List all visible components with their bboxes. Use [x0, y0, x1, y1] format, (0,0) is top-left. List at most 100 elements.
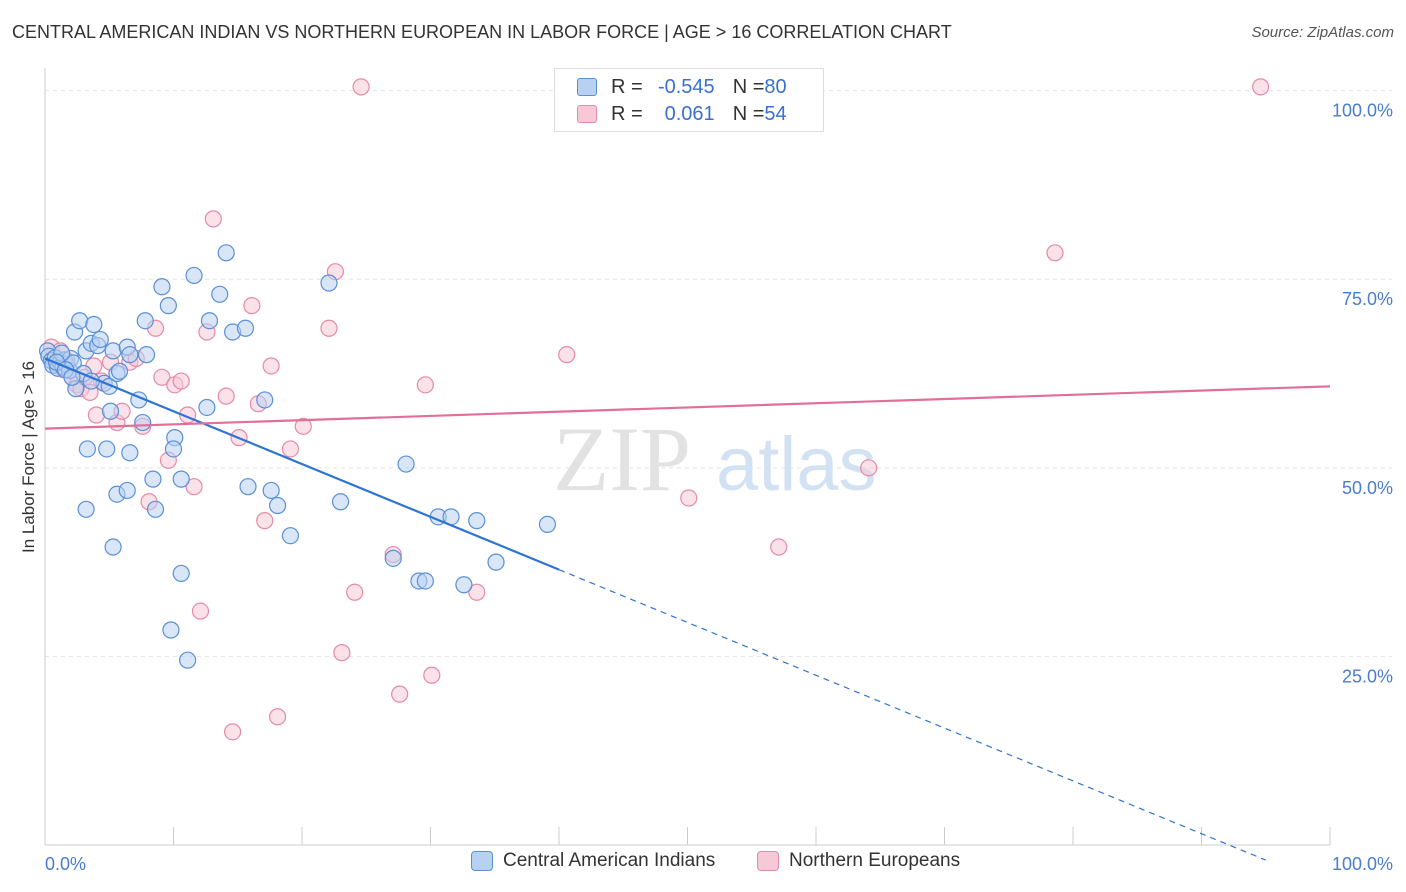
central-american-indian-point — [162, 621, 180, 639]
y-axis-label: In Labor Force | Age > 16 — [19, 361, 38, 553]
central-american-indian-point — [256, 391, 274, 409]
northern-european-point — [87, 406, 106, 424]
legend-n-value: 54 — [764, 102, 787, 125]
central-american-indian-point — [217, 244, 235, 262]
central-american-indian-point — [153, 278, 171, 296]
northern-european-point — [217, 387, 235, 405]
legend-r-value: 0.061 — [664, 102, 715, 125]
central-american-indian-point — [455, 576, 473, 594]
northern-european-point — [416, 376, 434, 394]
northern-european-point — [770, 538, 788, 556]
watermark-atlas: atlas — [716, 422, 877, 507]
correlation-legend: R = -0.545 N = 80 R = 0.061 N = 54 — [554, 68, 824, 132]
northern-european-point — [352, 78, 370, 96]
central-american-indian-point — [136, 312, 154, 330]
legend-swatch-blue — [577, 78, 597, 96]
northern-european-point — [256, 512, 274, 530]
northern-european-point — [680, 489, 698, 507]
legend-item-northern-europeans: Northern Europeans — [757, 850, 960, 872]
northern-european-point — [191, 602, 210, 620]
central-american-indian-point — [384, 549, 402, 567]
northern-european-point — [558, 346, 576, 364]
legend-item-label: Northern Europeans — [789, 850, 961, 871]
northern-european-point — [185, 478, 203, 496]
central-american-indian-point — [164, 440, 183, 458]
central-american-indian-point — [200, 312, 219, 330]
central-american-indian-point — [172, 564, 190, 583]
blue-trend-line — [44, 357, 560, 571]
northern-european-point — [204, 210, 222, 228]
central-american-indian-point — [121, 346, 139, 364]
legend-swatch-blue — [471, 851, 493, 871]
source-credit: Source: ZipAtlas.com — [1251, 24, 1394, 41]
legend-item-central-american-indians: Central American Indians — [471, 850, 715, 872]
legend-n-label: N = — [732, 75, 765, 98]
central-american-indian-point — [211, 285, 229, 303]
central-american-indian-point — [71, 312, 89, 330]
axes — [44, 68, 1331, 846]
central-american-indian-point — [144, 470, 162, 488]
central-american-indian-point — [538, 515, 557, 533]
northern-european-point — [860, 459, 878, 477]
y-tick-label: 75.0% — [1342, 289, 1393, 309]
central-american-indian-point — [198, 398, 216, 417]
legend-swatch-pink — [757, 851, 779, 871]
central-american-indian-point — [104, 538, 122, 556]
northern-european-point — [423, 666, 441, 684]
central-american-indian-point — [320, 274, 338, 292]
central-american-indian-point — [487, 553, 505, 571]
legend-row-pink: R = 0.061 N = 54 — [577, 102, 787, 126]
central-american-indian-point — [85, 315, 103, 334]
central-american-indian-point — [416, 572, 434, 590]
central-american-indian-point — [98, 440, 116, 458]
northern-european-point — [172, 372, 190, 390]
central-american-indian-point — [110, 362, 129, 380]
central-american-indian-point — [239, 478, 257, 496]
northern-european-point — [224, 723, 242, 741]
central-american-indian-point — [331, 493, 350, 511]
central-american-indian-point — [77, 500, 95, 518]
legend-n-label: N = — [732, 102, 765, 125]
legend-swatch-pink — [577, 105, 597, 123]
blue-trend-extension — [558, 569, 1266, 861]
central-american-indian-point — [91, 330, 109, 349]
northern-european-point — [294, 417, 312, 435]
central-american-indian-point — [134, 413, 152, 432]
watermark: ZIP atlas — [553, 408, 877, 510]
central-american-indian-point — [101, 402, 120, 420]
central-american-indian-point — [185, 266, 203, 285]
legend-r-label: R = — [611, 102, 643, 125]
legend-item-label: Central American Indians — [503, 850, 716, 871]
central-american-indian-point — [262, 481, 280, 500]
northern-european-point — [243, 297, 261, 315]
gridlines — [45, 90, 1392, 657]
trendlines — [44, 357, 1331, 861]
northern-european-point — [153, 368, 171, 386]
y-tick-label: 100.0% — [1332, 101, 1393, 121]
northern-european-point — [262, 357, 280, 375]
tick-labels: 100.0% 75.0% 50.0% 25.0% 0.0% 100.0% — [45, 101, 1393, 874]
central-american-indian-point — [236, 319, 255, 337]
central-american-indian-point — [146, 500, 165, 518]
central-american-indian-point — [118, 481, 136, 500]
northern-european-point — [268, 708, 287, 726]
central-american-indian-point — [137, 346, 156, 364]
central-american-indian-point — [179, 651, 197, 669]
central-american-indian-point — [78, 440, 97, 458]
x-tick-label: 0.0% — [45, 854, 86, 874]
central-american-indian-point — [397, 455, 415, 473]
northern-european-point — [346, 583, 364, 601]
northern-european-point — [1046, 244, 1064, 262]
northern-european-point — [391, 685, 409, 703]
x-tick-label: 100.0% — [1332, 854, 1393, 874]
chart-title: CENTRAL AMERICAN INDIAN VS NORTHERN EURO… — [12, 22, 952, 42]
legend-r-value: -0.545 — [657, 75, 715, 98]
central-american-indian-point — [281, 527, 300, 545]
central-american-indian-point — [104, 342, 122, 360]
watermark-zip: ZIP — [553, 408, 691, 510]
central-american-indian-points — [38, 244, 557, 669]
central-american-indian-point — [468, 512, 486, 530]
northern-european-point — [281, 440, 300, 458]
northern-european-point — [333, 644, 351, 662]
